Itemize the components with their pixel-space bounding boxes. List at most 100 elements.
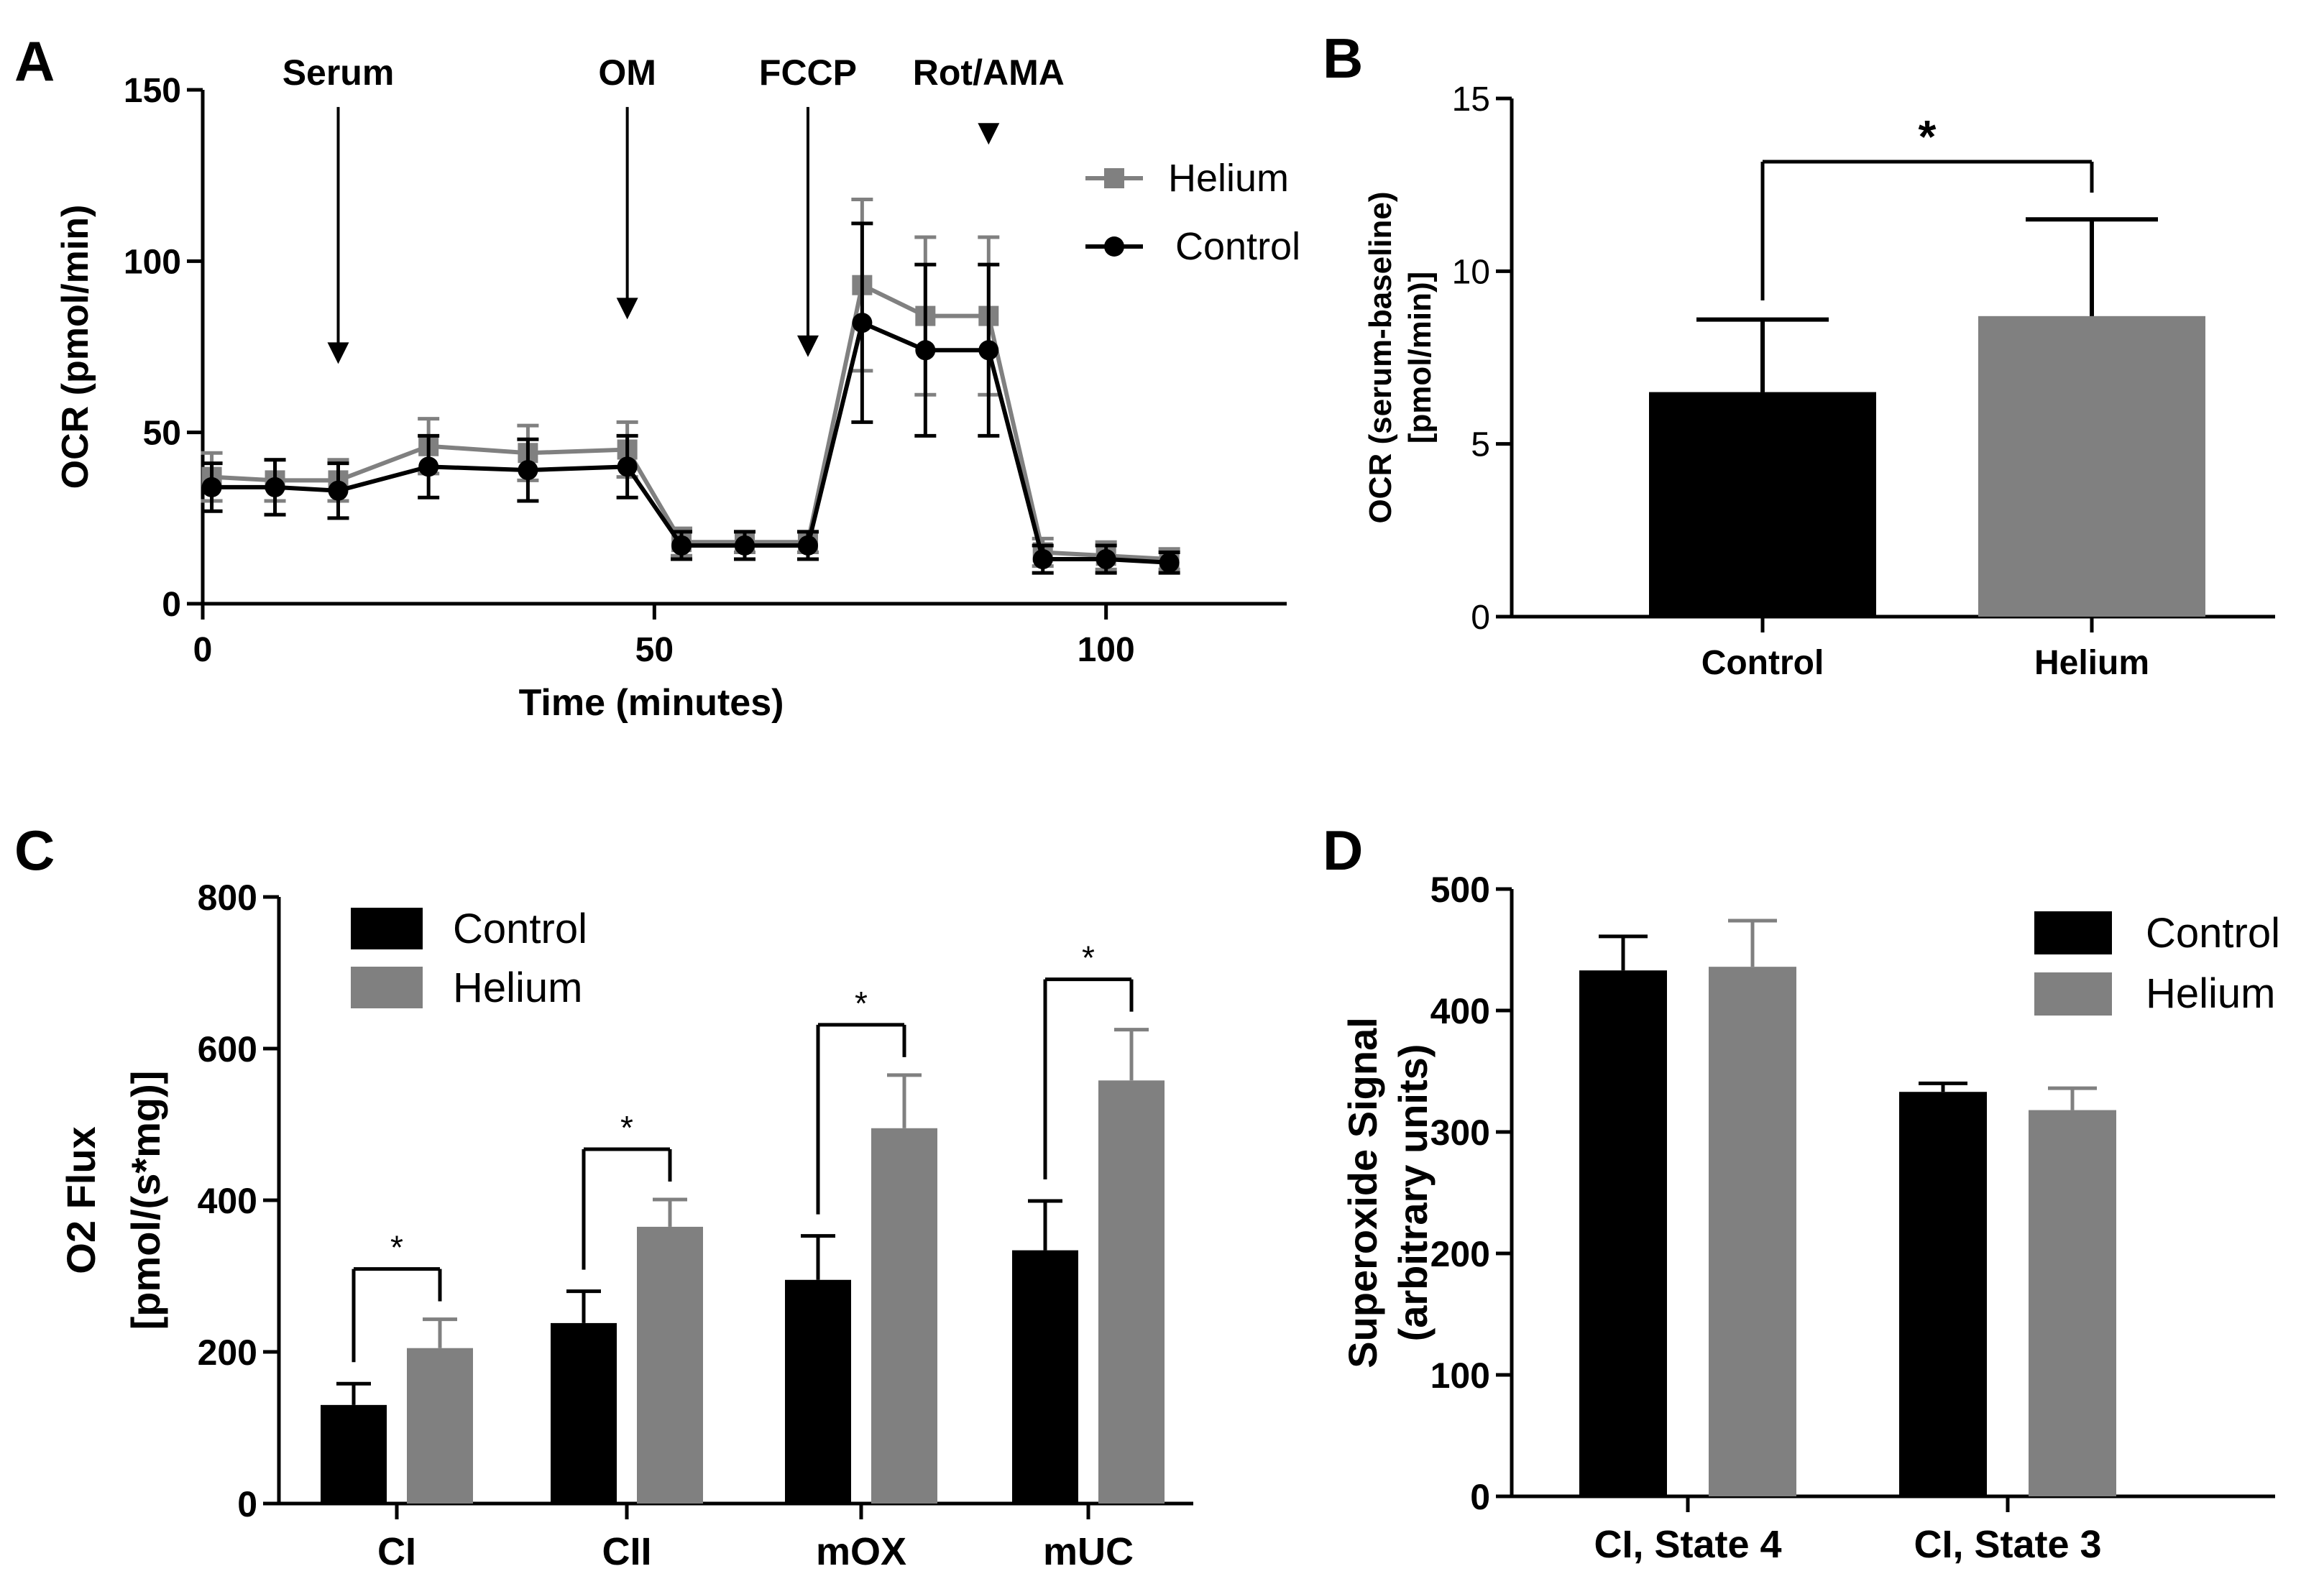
a-legend-marker-control bbox=[1104, 236, 1124, 257]
b-x-tick-label: Control bbox=[1701, 644, 1824, 682]
a-x-tick-label: 50 bbox=[635, 631, 674, 669]
a-y-tick-label: 50 bbox=[143, 415, 181, 453]
b-y-tick-label: 15 bbox=[1452, 80, 1490, 119]
a-injection-label: Serum bbox=[283, 52, 395, 93]
c-y-tick-label: 0 bbox=[237, 1484, 257, 1524]
a-x-tick-label: 0 bbox=[193, 631, 213, 669]
a-point-control bbox=[915, 340, 936, 361]
c-bar-control bbox=[785, 1279, 851, 1504]
a-x-tick-label: 100 bbox=[1078, 631, 1135, 669]
c-bar-helium bbox=[637, 1226, 703, 1504]
c-legend-label-helium: Helium bbox=[453, 965, 583, 1011]
c-legend-label-control: Control bbox=[453, 906, 587, 952]
b-bar-control bbox=[1649, 392, 1876, 617]
c-bar-control bbox=[551, 1322, 617, 1504]
a-y-axis-label: OCR (pmol/min) bbox=[55, 205, 96, 489]
a-y-tick-label: 0 bbox=[162, 586, 181, 624]
a-point-control bbox=[418, 456, 439, 477]
c-x-tick-label: mOX bbox=[816, 1530, 906, 1573]
a-injection-label: Rot/AMA bbox=[913, 52, 1065, 93]
c-y-tick-label: 600 bbox=[198, 1029, 257, 1069]
b-y-axis-label-line2: [pmol/min)] bbox=[1402, 272, 1438, 444]
c-x-tick-label: CI bbox=[377, 1530, 416, 1573]
d-x-tick-label: CI, State 4 bbox=[1594, 1523, 1781, 1566]
b-bar-helium bbox=[1978, 316, 2205, 617]
panel-a-letter: A bbox=[14, 29, 55, 93]
d-y-axis-label-line2: (arbitrary units) bbox=[1390, 1044, 1436, 1342]
d-bar-helium bbox=[1709, 967, 1796, 1496]
d-bar-control bbox=[1899, 1092, 1987, 1496]
c-y-tick-label: 800 bbox=[198, 878, 257, 918]
d-bar-control bbox=[1579, 970, 1667, 1496]
c-y-tick-label: 400 bbox=[198, 1181, 257, 1221]
a-point-control bbox=[852, 313, 873, 333]
d-y-tick-label: 100 bbox=[1430, 1355, 1490, 1396]
panel-b: B 0 5 10 15 Control Helium * OCR (serum-baselin… bbox=[1323, 27, 2275, 682]
c-y-axis-label-line1: O2 Flux bbox=[58, 1126, 104, 1274]
a-legend-label-helium: Helium bbox=[1168, 157, 1289, 200]
d-y-tick-label: 300 bbox=[1430, 1113, 1490, 1153]
c-y-axis-label-line2: [pmol/(s*mg)] bbox=[123, 1071, 168, 1330]
c-bar-helium bbox=[1098, 1080, 1165, 1504]
a-legend-marker-helium bbox=[1104, 168, 1124, 188]
a-injection-arrowhead bbox=[327, 342, 349, 364]
a-injection-arrowhead bbox=[978, 123, 1000, 145]
b-y-tick-label: 10 bbox=[1452, 253, 1490, 291]
a-legend-label-control: Control bbox=[1175, 225, 1300, 268]
a-point-control bbox=[265, 477, 285, 497]
a-point-control bbox=[201, 477, 222, 497]
d-legend-swatch-control bbox=[2034, 911, 2112, 954]
a-point-control bbox=[1159, 552, 1180, 573]
c-legend-swatch-helium bbox=[351, 967, 423, 1008]
c-sig-star: * bbox=[855, 985, 868, 1022]
d-bar-helium bbox=[2029, 1110, 2116, 1496]
b-y-tick-label: 0 bbox=[1471, 599, 1490, 637]
a-point-control bbox=[617, 456, 638, 477]
a-point-control bbox=[518, 460, 538, 481]
b-sig-star: * bbox=[1919, 111, 1937, 162]
a-point-control bbox=[978, 340, 999, 361]
b-y-tick-label: 5 bbox=[1471, 426, 1490, 464]
c-y-tick-label: 200 bbox=[198, 1332, 257, 1373]
a-injection-arrowhead bbox=[616, 298, 638, 320]
b-y-axis-label-line1: OCR (serum-baseline) bbox=[1363, 191, 1398, 523]
panel-d: D 0 100 200 300 400 500 CI, State 4 CI, State 3… bbox=[1323, 819, 2280, 1566]
panel-a: A 0 50 100 150 0 50 100 Time (minutes) OCR (pmol… bbox=[14, 29, 1300, 724]
a-x-axis-label: Time (minutes) bbox=[519, 682, 784, 724]
c-bar-control bbox=[321, 1404, 387, 1504]
a-point-control bbox=[1096, 549, 1116, 570]
a-point-control bbox=[735, 535, 755, 556]
a-injection-label: OM bbox=[598, 52, 656, 93]
panel-c: C 0 200 400 600 800 CI * CII * mOX * mUC * Control Hel… bbox=[14, 819, 1193, 1573]
a-point-control bbox=[1032, 549, 1053, 570]
c-legend-swatch-control bbox=[351, 908, 423, 949]
d-legend-swatch-helium bbox=[2034, 972, 2112, 1016]
c-bar-control bbox=[1012, 1250, 1078, 1504]
d-x-tick-label: CI, State 3 bbox=[1914, 1523, 2101, 1566]
a-point-control bbox=[797, 535, 818, 556]
panel-c-letter: C bbox=[14, 819, 55, 882]
a-injection-arrowhead bbox=[796, 335, 819, 357]
c-sig-star: * bbox=[390, 1229, 403, 1266]
d-y-tick-label: 500 bbox=[1430, 870, 1490, 910]
panel-b-letter: B bbox=[1323, 27, 1363, 90]
c-x-tick-label: mUC bbox=[1043, 1530, 1134, 1573]
d-y-tick-label: 200 bbox=[1430, 1234, 1490, 1274]
a-point-control bbox=[328, 480, 349, 501]
panel-d-letter: D bbox=[1323, 819, 1363, 882]
a-point-control bbox=[671, 535, 692, 556]
d-legend-label-helium: Helium bbox=[2146, 970, 2276, 1017]
b-x-tick-label: Helium bbox=[2034, 644, 2149, 682]
c-sig-star: * bbox=[1082, 939, 1095, 977]
d-y-tick-label: 400 bbox=[1430, 991, 1490, 1031]
d-y-tick-label: 0 bbox=[1470, 1477, 1490, 1517]
c-bar-helium bbox=[407, 1348, 473, 1504]
c-x-tick-label: CII bbox=[602, 1530, 651, 1573]
d-y-axis-label-line1: Superoxide Signal bbox=[1340, 1017, 1385, 1368]
a-y-tick-label: 100 bbox=[124, 243, 181, 281]
c-sig-star: * bbox=[620, 1109, 633, 1146]
a-injection-label: FCCP bbox=[759, 52, 857, 93]
a-y-tick-label: 150 bbox=[124, 72, 181, 110]
c-bar-helium bbox=[871, 1128, 937, 1504]
